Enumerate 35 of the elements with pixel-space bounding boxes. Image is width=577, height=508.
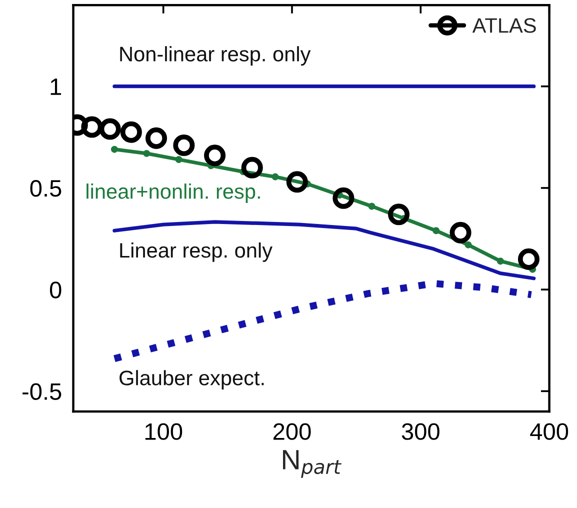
y-tick-label: -0.5	[22, 383, 62, 400]
y-tick-label: 0.5	[30, 180, 62, 197]
point	[368, 202, 376, 210]
point	[450, 222, 472, 244]
point	[332, 187, 354, 209]
point	[110, 146, 118, 153]
y-tick-label: 0	[50, 282, 62, 298]
point	[204, 144, 226, 166]
point	[388, 204, 410, 226]
point	[464, 241, 472, 248]
annotation: Non-linear resp. only	[120, 46, 311, 66]
line-series	[112, 220, 536, 280]
legend-label: ATLAS	[472, 18, 536, 33]
point	[518, 248, 540, 270]
point	[432, 227, 440, 234]
point	[241, 156, 263, 178]
point	[173, 134, 195, 156]
point	[143, 150, 150, 157]
point	[496, 258, 504, 265]
point	[175, 156, 182, 163]
x-axis-title: N$_{part}$	[283, 450, 342, 478]
x-tick-label: 300	[402, 423, 440, 440]
x-tick-label: 100	[145, 423, 182, 440]
point	[286, 171, 308, 193]
point	[81, 116, 103, 138]
x-tick-label: 200	[273, 423, 311, 440]
point	[272, 173, 279, 180]
annotation: linear+nonlin. resp.	[86, 184, 260, 203]
annotation: Linear resp. only	[120, 242, 272, 262]
point	[99, 118, 121, 140]
y-tick-label: 1	[50, 78, 62, 95]
point	[120, 121, 142, 143]
annotation: Glauber expect.	[120, 370, 264, 390]
point	[146, 127, 168, 149]
x-tick-label: 400	[530, 423, 568, 440]
